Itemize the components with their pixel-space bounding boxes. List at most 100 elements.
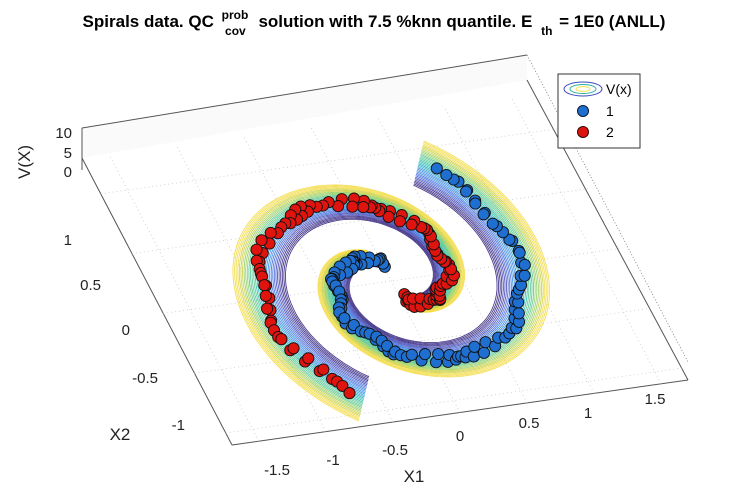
x2-tick--0.5: -0.5 bbox=[132, 370, 158, 387]
contour-line bbox=[242, 190, 460, 414]
point-class-2 bbox=[346, 200, 359, 213]
legend-contour-icon bbox=[563, 81, 603, 97]
contour-line bbox=[317, 140, 551, 378]
point-class-2 bbox=[250, 243, 263, 256]
title-subscript: cov bbox=[225, 24, 246, 38]
legend-label-class-1: 1 bbox=[606, 103, 614, 119]
legend: V(x) 1 2 bbox=[557, 73, 641, 149]
point-class-1 bbox=[486, 217, 499, 230]
point-class-2 bbox=[258, 279, 271, 292]
contour-line bbox=[321, 145, 544, 374]
point-class-1 bbox=[432, 347, 445, 361]
x1-tick-0: 0 bbox=[456, 428, 464, 445]
x2-axis: 1 0.5 0 -0.5 -1 X2 bbox=[64, 232, 185, 444]
point-class-2 bbox=[259, 289, 272, 302]
contour-line bbox=[283, 217, 435, 379]
contour-line bbox=[235, 186, 464, 419]
x1-tick-1: 1 bbox=[584, 405, 592, 422]
legend-marker-class-2 bbox=[577, 126, 589, 138]
point-class-2 bbox=[264, 226, 277, 239]
point-class-2 bbox=[317, 363, 330, 376]
z-tick-5: 5 bbox=[64, 145, 72, 162]
contour-line bbox=[319, 143, 547, 376]
point-class-1 bbox=[513, 246, 526, 259]
x1-tick--1.5: -1.5 bbox=[264, 462, 290, 479]
left-floor-edge bbox=[81, 157, 233, 446]
point-class-2 bbox=[405, 218, 418, 231]
x2-tick-0: 0 bbox=[122, 322, 130, 339]
chart-title: Spirals data. QC prob cov solution with … bbox=[83, 4, 666, 39]
legend-contour-icon-inner bbox=[569, 84, 597, 94]
x1-tick-0.5: 0.5 bbox=[519, 415, 540, 432]
point-class-1 bbox=[430, 162, 443, 175]
contour-line bbox=[324, 149, 539, 371]
title-prefix: Spirals data. QC bbox=[83, 12, 214, 31]
contour-line bbox=[318, 141, 549, 377]
point-class-2 bbox=[302, 352, 315, 365]
title-subscript2: th bbox=[541, 24, 552, 38]
point-class-1 bbox=[477, 208, 490, 221]
x2-axis-label: X2 bbox=[110, 425, 131, 444]
back-edge-right bbox=[526, 54, 689, 363]
grid-line-x2 bbox=[131, 188, 589, 255]
x2-tick-1: 1 bbox=[64, 232, 72, 249]
point-class-2 bbox=[336, 379, 349, 392]
z-tick-10: 10 bbox=[55, 125, 72, 142]
x1-axis: -1.5 -1 -0.5 0 0.5 1 1.5 X1 bbox=[264, 391, 665, 486]
point-class-2 bbox=[382, 210, 395, 223]
right-floor-edge bbox=[526, 79, 689, 381]
contour-line bbox=[281, 216, 436, 380]
point-class-1 bbox=[418, 348, 432, 361]
legend-contour-icon-core bbox=[575, 86, 591, 92]
point-class-1 bbox=[512, 307, 525, 320]
z-axis: 10 5 0 V(X) bbox=[15, 125, 72, 181]
back-edge-top bbox=[81, 54, 528, 129]
title-superscript: prob bbox=[222, 8, 249, 22]
contour-line bbox=[323, 148, 541, 372]
x1-tick--0.5: -0.5 bbox=[382, 442, 408, 459]
x1-tick--1: -1 bbox=[326, 452, 339, 469]
x1-tick-1.5: 1.5 bbox=[645, 391, 666, 408]
back-wall bbox=[82, 55, 527, 158]
contour-line bbox=[232, 184, 465, 422]
point-class-1 bbox=[469, 197, 482, 210]
z-tick-0: 0 bbox=[64, 164, 72, 181]
title-suffix: = 1E0 (ANLL) bbox=[559, 12, 665, 31]
point-class-1 bbox=[338, 312, 351, 325]
point-class-2 bbox=[393, 215, 406, 228]
grid-line-x2 bbox=[194, 307, 651, 374]
point-class-1 bbox=[405, 348, 418, 361]
legend-label-vx: V(x) bbox=[606, 81, 632, 97]
point-class-2 bbox=[357, 201, 370, 214]
point-class-1 bbox=[440, 168, 453, 182]
data-points bbox=[250, 162, 531, 400]
grid-line-x2 bbox=[100, 128, 557, 195]
point-class-1 bbox=[518, 269, 531, 282]
point-class-1 bbox=[460, 185, 473, 198]
grid-line-x2 bbox=[225, 367, 682, 434]
point-class-2 bbox=[255, 234, 268, 247]
x2-tick--1: -1 bbox=[172, 417, 185, 434]
contour-line bbox=[285, 218, 434, 378]
point-class-2 bbox=[261, 302, 274, 315]
point-class-1 bbox=[477, 346, 491, 359]
point-class-2 bbox=[343, 387, 356, 400]
axes-box bbox=[81, 54, 689, 446]
x2-tick-0.5: 0.5 bbox=[80, 277, 101, 294]
point-class-1 bbox=[468, 340, 481, 353]
x1-axis-label: X1 bbox=[404, 467, 425, 486]
point-class-2 bbox=[275, 333, 288, 346]
contour-line bbox=[320, 144, 546, 375]
svg-text:Spirals data. QC prob: Spirals data. QC prob cov solution with … bbox=[83, 4, 666, 39]
legend-marker-class-1 bbox=[577, 105, 589, 117]
point-class-1 bbox=[518, 258, 531, 271]
contour-line bbox=[322, 147, 543, 373]
contour-line bbox=[237, 187, 463, 418]
z-axis-label: V(X) bbox=[15, 145, 34, 179]
contour-line bbox=[243, 191, 459, 413]
contour-line bbox=[234, 185, 465, 421]
legend-label-class-2: 2 bbox=[606, 124, 614, 140]
contour-line bbox=[240, 189, 461, 415]
title-middle: solution with 7.5 %knn quantile. E bbox=[258, 12, 532, 31]
